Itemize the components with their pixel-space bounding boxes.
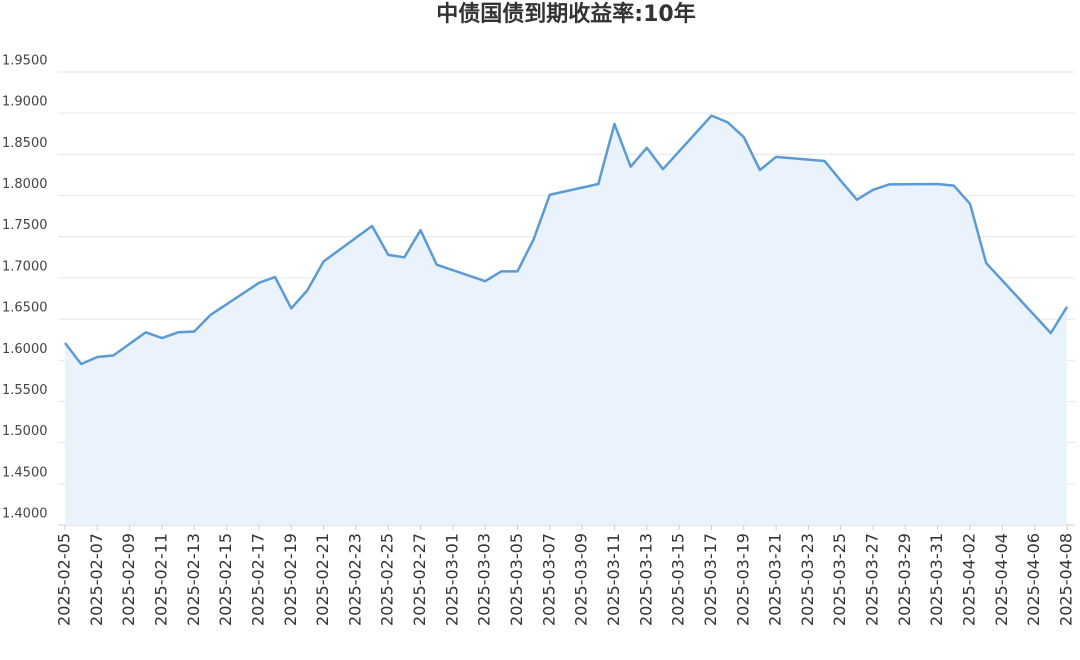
y-tick-label: 1.9000 <box>2 95 48 110</box>
x-tick-label: 2025-02-23 <box>345 533 364 626</box>
x-tick-label: 2025-03-27 <box>863 533 882 626</box>
x-tick-label: 2025-03-01 <box>442 533 461 626</box>
x-tick-label: 2025-02-27 <box>410 533 429 626</box>
x-tick-label: 2025-02-25 <box>378 533 397 626</box>
chart-title: 中债国债到期收益率:10年 <box>436 1 695 27</box>
y-tick-label: 1.8500 <box>2 136 48 151</box>
x-tick-label: 2025-04-08 <box>1057 533 1076 626</box>
x-tick-label: 2025-03-21 <box>766 533 785 626</box>
y-tick-label: 1.6500 <box>2 301 48 316</box>
x-tick-label: 2025-04-02 <box>960 533 979 626</box>
x-tick-label: 2025-03-07 <box>539 533 558 626</box>
y-tick-label: 1.8000 <box>2 177 48 192</box>
x-tick-label: 2025-04-04 <box>992 533 1011 626</box>
x-tick-label: 2025-03-17 <box>701 533 720 626</box>
y-tick-label: 1.4000 <box>2 507 48 522</box>
x-tick-label: 2025-03-15 <box>669 533 688 626</box>
y-tick-label: 1.9500 <box>2 54 48 69</box>
y-tick-label: 1.6000 <box>2 342 48 357</box>
x-tick-label: 2025-02-07 <box>87 533 106 626</box>
y-tick-label: 1.5500 <box>2 383 48 398</box>
x-tick-label: 2025-03-09 <box>572 533 591 626</box>
x-tick-label: 2025-02-21 <box>313 533 332 626</box>
y-tick-label: 1.5000 <box>2 424 48 439</box>
x-tick-label: 2025-02-19 <box>281 533 300 626</box>
x-tick-label: 2025-03-13 <box>636 533 655 626</box>
x-tick-label: 2025-03-19 <box>733 533 752 626</box>
y-tick-label: 1.4500 <box>2 465 48 480</box>
x-tick-label: 2025-03-03 <box>475 533 494 626</box>
x-tick-label: 2025-02-13 <box>184 533 203 626</box>
area <box>65 115 1067 526</box>
y-tick-label: 1.7500 <box>2 218 48 233</box>
x-tick-label: 2025-02-15 <box>216 533 235 626</box>
x-tick-label: 2025-02-17 <box>248 533 267 626</box>
y-tick-label: 1.7000 <box>2 259 48 274</box>
x-tick-label: 2025-03-31 <box>927 533 946 626</box>
x-tick-label: 2025-03-25 <box>830 533 849 626</box>
x-tick-label: 2025-02-05 <box>55 533 74 626</box>
x-tick-label: 2025-03-29 <box>895 533 914 626</box>
x-tick-label: 2025-03-23 <box>798 533 817 626</box>
x-tick-label: 2025-02-09 <box>119 533 138 626</box>
x-tick-label: 2025-03-11 <box>604 533 623 626</box>
x-tick-label: 2025-04-06 <box>1024 533 1043 626</box>
x-tick-label: 2025-03-05 <box>507 533 526 626</box>
x-tick-label: 2025-02-11 <box>151 533 170 626</box>
line <box>64 114 1069 366</box>
